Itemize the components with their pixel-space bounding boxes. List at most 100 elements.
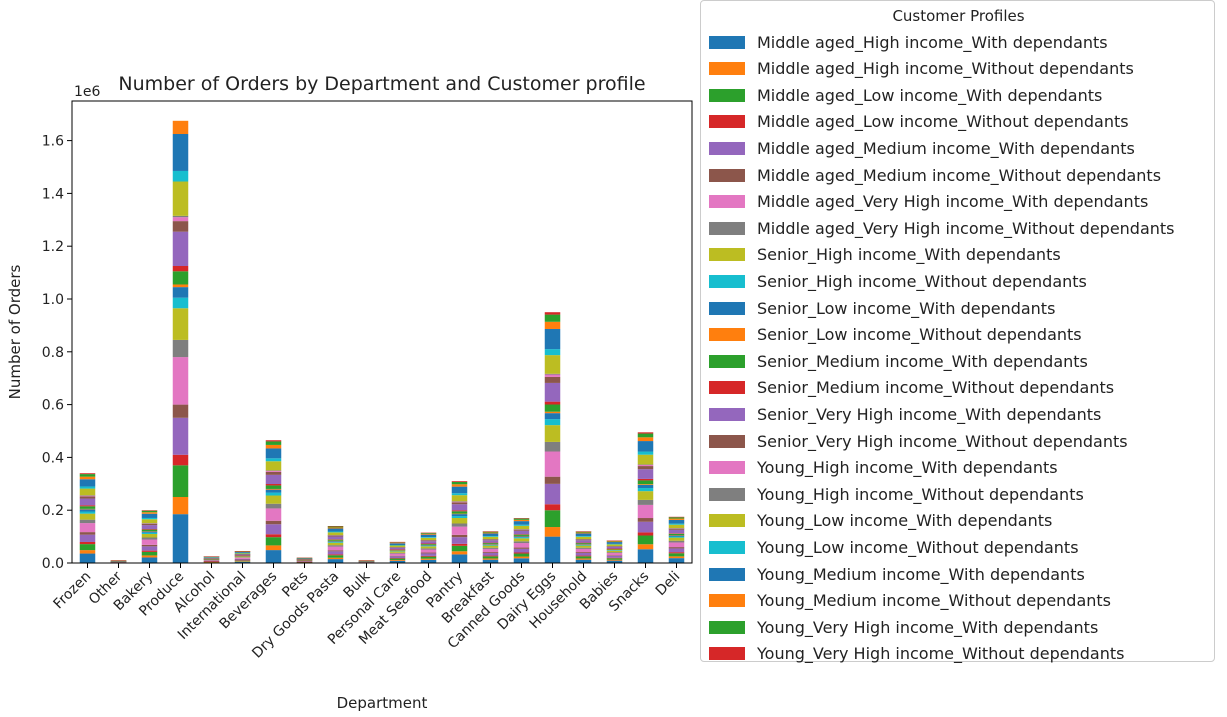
bar-segment	[451, 554, 468, 563]
bar-segment	[296, 557, 313, 559]
bar-segment	[544, 451, 561, 477]
bar-segment	[482, 552, 499, 554]
legend-swatch	[709, 248, 745, 262]
legend-label: Young_Low income_Without dependants	[757, 537, 1079, 557]
legend-label: Senior_Very High income_Without dependan…	[757, 431, 1128, 451]
bar-segment	[575, 548, 592, 553]
bar-segment	[637, 521, 654, 533]
bar-segment	[110, 562, 127, 563]
bar-segment	[327, 545, 344, 547]
bar-segment	[327, 528, 344, 532]
bar-segment	[668, 556, 685, 559]
bar-segment	[606, 553, 623, 556]
legend-label: Senior_Low income_Without dependants	[757, 325, 1082, 345]
legend-label: Middle aged_Medium income_With dependant…	[757, 138, 1135, 158]
bar-segment	[389, 551, 406, 553]
bar-segment	[451, 484, 468, 487]
bar-segment	[513, 518, 530, 520]
bar-segment	[513, 538, 530, 542]
bar-segment	[482, 536, 499, 540]
bar-segment	[79, 513, 96, 520]
bar-segment	[234, 559, 251, 561]
legend-swatch	[709, 620, 745, 634]
legend-swatch	[709, 354, 745, 368]
x-tick-label: Deli	[653, 569, 684, 600]
bar-segment	[141, 513, 158, 518]
bar-segment	[296, 561, 313, 562]
bar-segment	[79, 486, 96, 489]
y-tick-label: 1.4	[42, 186, 64, 202]
bar-segment	[544, 483, 561, 505]
bar-segment	[141, 532, 158, 534]
bar-segment	[420, 537, 437, 538]
bar-segment	[141, 529, 158, 530]
bar-segment	[389, 558, 406, 560]
bar-segment	[637, 499, 654, 505]
bar-segment	[637, 464, 654, 467]
bar-segment	[79, 508, 96, 510]
y-tick-label: 0.8	[42, 345, 64, 361]
bar-segment	[420, 552, 437, 554]
bar-segment	[420, 556, 437, 559]
bar-segment	[513, 547, 530, 549]
bar-segment	[575, 545, 592, 548]
bar-segment	[606, 546, 623, 549]
bar-segment	[141, 517, 158, 520]
bar-segment	[544, 355, 561, 374]
bar-segment	[389, 541, 406, 543]
bar-segment	[575, 544, 592, 546]
bar-segment	[668, 517, 685, 519]
bar-segment	[79, 488, 96, 496]
bar-segment	[203, 558, 220, 560]
bar-segment	[637, 532, 654, 536]
bar-segment	[327, 526, 344, 527]
bar-segment	[482, 533, 499, 536]
bar-segment	[513, 536, 530, 538]
bar-segment	[482, 559, 499, 563]
bar-segment	[637, 464, 654, 465]
bar-segment	[265, 508, 282, 521]
legend-swatch	[709, 221, 745, 235]
bar-segment	[265, 470, 282, 472]
legend-entry: Middle aged_High income_Without dependan…	[709, 56, 1134, 82]
legend-swatch	[709, 487, 745, 501]
bar-segment	[172, 287, 189, 298]
legend-swatch	[709, 381, 745, 395]
legend-swatch	[709, 594, 745, 608]
legend-label: Senior_Medium income_With dependants	[757, 351, 1088, 371]
legend-entry: Young_Very High income_With dependants	[709, 614, 1098, 640]
bar-segment	[606, 541, 623, 543]
bar-segment	[513, 519, 530, 522]
bar-segment	[79, 534, 96, 542]
bar-segment	[420, 549, 437, 553]
bar-segment	[172, 497, 189, 515]
bar-segment	[327, 540, 344, 542]
bar-segment	[482, 542, 499, 544]
legend-label: Young_Very High income_Without dependant…	[757, 644, 1125, 664]
bar-segment	[544, 374, 561, 377]
legend-label: Young_Medium income_With dependants	[757, 564, 1085, 584]
bar-segment	[172, 308, 189, 340]
bar-segment	[420, 545, 437, 547]
bar-segment	[451, 523, 468, 527]
bar-segment	[637, 484, 654, 489]
bar-segment	[575, 542, 592, 544]
bar-segment	[389, 547, 406, 550]
bar-segment	[172, 514, 189, 563]
bar-segment	[327, 532, 344, 536]
bar-segment	[296, 559, 313, 560]
legend-entry: Middle aged_High income_With dependants	[709, 29, 1108, 55]
legend-entry: Senior_Very High income_Without dependan…	[709, 428, 1128, 454]
bar-segment	[79, 509, 96, 512]
bar-segment	[389, 549, 406, 550]
bar-segment	[265, 503, 282, 509]
bar-segment	[141, 539, 158, 545]
bar-segment	[513, 530, 530, 535]
bar-segment	[265, 485, 282, 489]
bar-segment	[544, 536, 561, 563]
bar-segment	[544, 401, 561, 405]
bar-segment	[327, 542, 344, 546]
bar-segment	[265, 489, 282, 493]
bar-segment	[606, 557, 623, 559]
bar-segment	[141, 510, 158, 511]
